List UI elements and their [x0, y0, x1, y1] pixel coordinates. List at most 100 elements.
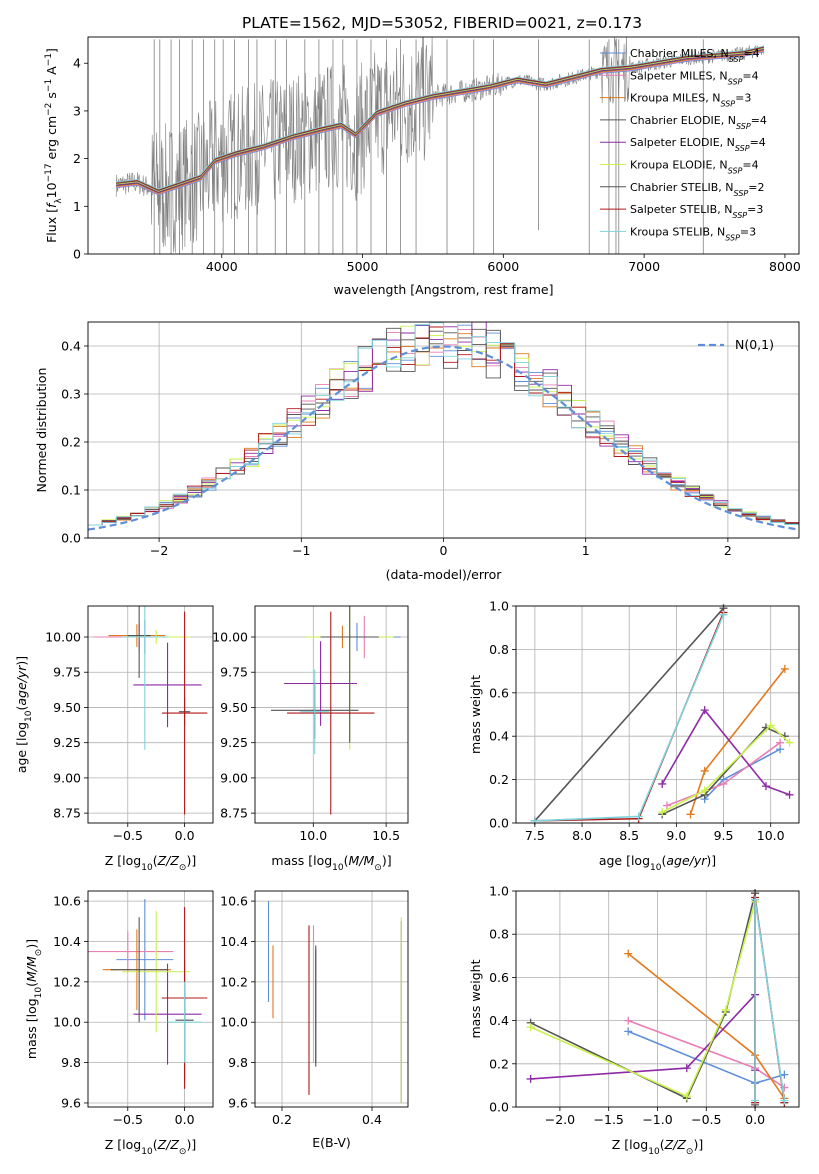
y-axis-label: mass weight: [468, 675, 483, 754]
y-tick-label: 9.6: [228, 1095, 248, 1110]
x-tick-label: 7.5: [525, 828, 545, 843]
weight-marker-kroupa_elodie: [700, 786, 709, 795]
x-tick-label: 9.0: [666, 828, 686, 843]
y-tick-label: 9.25: [53, 735, 81, 750]
legend-label: Salpeter STELIB, NSSP=3: [630, 203, 763, 220]
legend-label: Chabrier MILES, NSSP=4: [630, 47, 760, 64]
y-tick-label: 1.0: [489, 884, 509, 899]
weight-marker-kroupa_stelib: [780, 1096, 789, 1105]
x-axis-label: age [log10(age/yr)]: [599, 853, 716, 873]
axes-frame: [515, 890, 800, 1108]
y-tick-label: 9.25: [220, 735, 248, 750]
weight-marker-salpeter_elodie: [785, 790, 794, 799]
weight-marker-kroupa_elodie: [682, 1092, 691, 1101]
y-tick-label: 0.6: [489, 970, 509, 985]
model-line-chabrier_elodie: [116, 49, 764, 194]
legend: Chabrier MILES, NSSP=4 Salpeter MILES, NS…: [600, 47, 767, 242]
y-tick-label: 9.8: [61, 1055, 81, 1070]
y-tick-label: 10.6: [220, 894, 248, 909]
x-tick-label: 0.0: [175, 828, 195, 843]
model-line-kroupa_elodie: [116, 47, 764, 192]
y-tick-label: 10.0: [220, 1015, 248, 1030]
y-axis-label: age [log10(age/yr)]: [14, 656, 34, 773]
x-tick-label: 6000: [487, 259, 519, 274]
y-tick-label: 9.50: [53, 700, 81, 715]
x-tick-label: 8000: [769, 259, 801, 274]
y-tick-label: 8.75: [220, 806, 248, 821]
y-axis-label: mass [log10(M/M⊙)]: [24, 939, 44, 1059]
weight-marker-kroupa_stelib: [719, 610, 728, 619]
x-axis-label: wavelength [Angstrom, rest frame]: [333, 282, 553, 297]
weight-line-salpeter_elodie: [661, 708, 790, 796]
x-tick-label: −0.5: [113, 1112, 143, 1127]
x-tick-label: 8.0: [572, 828, 592, 843]
y-tick-label: 0.8: [489, 642, 509, 657]
y-tick-label: 10.4: [53, 934, 81, 949]
panel-residuals: −2 −1 0 1 2 0.0 0.1 0.2 0.3 0.4 N(0,1) (data-model)…: [34, 321, 800, 582]
x-tick-label: 0.2: [272, 1112, 292, 1127]
x-tick-label: 5000: [347, 259, 379, 274]
weight-marker-kroupa_miles: [780, 664, 789, 673]
y-tick-label: 0.2: [489, 1056, 509, 1071]
panel-spectrum: 4000 5000 6000 7000 8000 0 1 2 3 4 Chabrier MILES,…: [44, 36, 801, 297]
weight-line-chabrier_stelib: [534, 607, 725, 822]
plot-area: [88, 322, 799, 531]
y-tick-label: 9.75: [53, 665, 81, 680]
x-tick-label: −0.5: [113, 828, 143, 843]
y-tick-label: 10.00: [212, 630, 248, 645]
y-axis-label: Flux [fλ10−17 erg cm−2 s−1 A−1]: [44, 48, 64, 243]
y-tick-label: 0.6: [489, 685, 509, 700]
y-tick-label: 0.3: [61, 387, 81, 402]
weight-marker-salpeter_miles: [662, 801, 671, 810]
plot-area: [115, 37, 765, 254]
y-tick-label: 0.0: [489, 1100, 509, 1115]
y-tick-label: 0.4: [489, 729, 509, 744]
histogram-kroupa_stelib: [88, 322, 799, 526]
y-tick-label: 0.2: [61, 435, 81, 450]
weight-marker-chabrier_miles: [780, 1070, 789, 1079]
y-tick-label: 4: [73, 56, 81, 71]
model-line-kroupa_miles: [116, 49, 764, 194]
x-tick-label: −2.0: [545, 1112, 575, 1127]
y-tick-label: 10.2: [53, 974, 81, 989]
data-spectrum: [115, 37, 765, 253]
model-line-chabrier_stelib: [116, 47, 764, 192]
x-tick-label: 9.5: [714, 828, 734, 843]
x-axis-label: E(B-V): [312, 1135, 351, 1150]
model-line-kroupa_stelib: [116, 45, 764, 190]
y-tick-label: 10.2: [220, 974, 248, 989]
panel-weight_vs_Z: −2.0 −1.5 −1.0 −0.5 0.0 0.0 0.2 0.4 0.6 0.8 1.0 Z […: [468, 884, 800, 1157]
y-tick-label: 9.8: [228, 1055, 248, 1070]
weight-marker-kroupa_elodie: [785, 738, 794, 747]
y-tick-label: 0.8: [489, 927, 509, 942]
plot-area: [271, 606, 401, 815]
y-tick-label: 9.6: [61, 1095, 81, 1110]
x-tick-label: −1.0: [642, 1112, 672, 1127]
y-tick-label: 0.4: [61, 339, 81, 354]
x-axis-label: Z [log10(Z/Z⊙)]: [612, 1137, 703, 1157]
y-tick-label: 0.0: [489, 816, 509, 831]
legend-label: Chabrier STELIB, NSSP=2: [630, 181, 764, 198]
plot-area: [93, 606, 208, 815]
x-axis-label: Z [log10(Z/Z⊙)]: [105, 853, 196, 873]
weight-marker-salpeter_elodie: [700, 706, 709, 715]
x-tick-label: 0.4: [362, 1112, 382, 1127]
y-tick-label: 1.0: [489, 599, 509, 614]
x-tick-label: 10.5: [372, 828, 400, 843]
axes-frame: [87, 605, 214, 824]
y-tick-label: 9.00: [53, 770, 81, 785]
legend-label: Kroupa STELIB, NSSP=3: [630, 225, 756, 242]
plot-area: [88, 899, 208, 1089]
model-line-salpeter_elodie: [116, 48, 764, 193]
panel-mass_vs_ebv: 0.2 0.4 9.6 9.8 10.0 10.2 10.4 10.6: [220, 890, 409, 1127]
model-line-salpeter_stelib: [116, 46, 764, 191]
weight-marker-salpeter_elodie: [526, 1074, 535, 1083]
x-axis-label: mass [log10(M/M⊙)]: [271, 853, 391, 873]
y-tick-label: 10.00: [45, 630, 81, 645]
legend-label: Salpeter ELODIE, NSSP=4: [630, 136, 766, 153]
weight-line-kroupa_elodie: [661, 724, 791, 813]
weight-marker-kroupa_elodie: [526, 1023, 535, 1032]
x-tick-label: 8.5: [619, 828, 639, 843]
x-tick-label: 10.0: [299, 828, 327, 843]
